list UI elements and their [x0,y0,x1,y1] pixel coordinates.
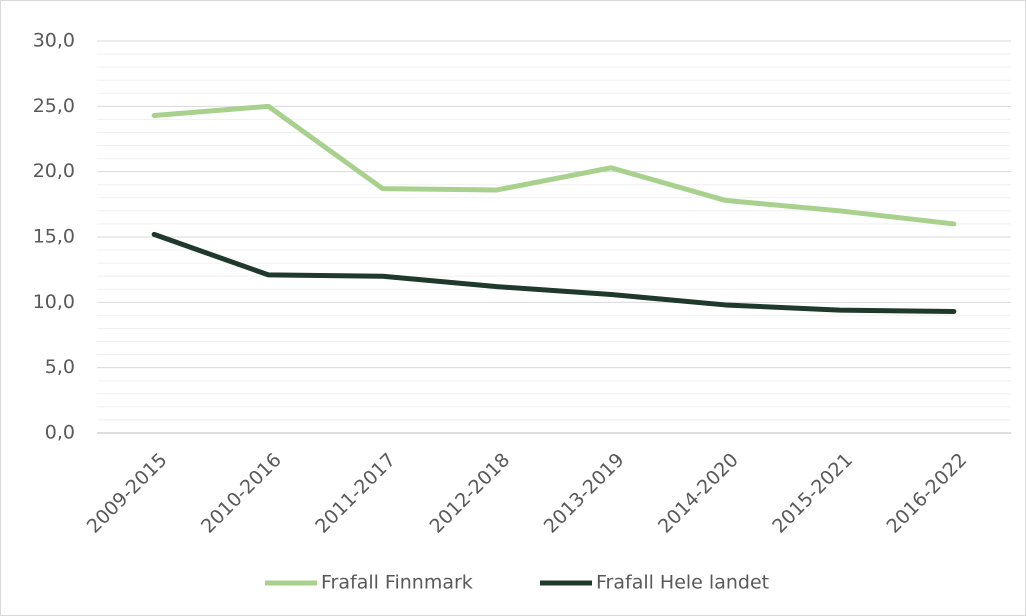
series-line [151,103,957,227]
legend-label: Frafall Hele landet [596,572,769,594]
y-tick-label: 30,0 [33,30,75,52]
y-tick-label: 0,0 [45,422,75,444]
legend-label: Frafall Finnmark [321,572,473,594]
y-tick-label: 20,0 [33,160,75,182]
y-tick-label: 25,0 [33,95,75,117]
y-tick-label: 10,0 [33,291,75,313]
y-tick-label: 15,0 [33,226,75,248]
series-line [151,231,957,314]
y-tick-label: 5,0 [45,356,75,378]
